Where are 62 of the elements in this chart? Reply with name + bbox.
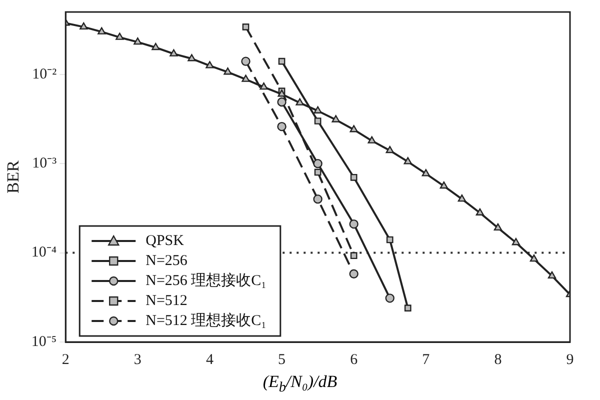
point <box>349 219 358 229</box>
legend-label: N=512 理想接收C₁ <box>146 312 266 329</box>
point <box>188 54 196 62</box>
y-tick-label: 10⁻⁴ <box>31 244 57 261</box>
point <box>404 304 412 312</box>
x-tick-label: 5 <box>278 352 286 368</box>
point <box>476 208 484 216</box>
x-tick-label: 3 <box>134 352 142 368</box>
x-tick-label: 4 <box>206 352 214 368</box>
x-axis-title: (E$_{b}$/N₀)/dB <box>262 372 338 396</box>
point <box>206 61 214 68</box>
point <box>152 42 160 50</box>
point <box>350 125 358 132</box>
point <box>224 68 232 75</box>
point <box>350 252 358 260</box>
point <box>278 90 286 97</box>
point <box>242 74 250 82</box>
legend-label: N=512 <box>146 292 188 309</box>
point <box>332 115 340 122</box>
point <box>494 223 502 231</box>
legend-label: N=256 理想接收C₁ <box>146 272 266 289</box>
point <box>458 194 466 202</box>
point <box>440 181 448 189</box>
x-tick-label: 8 <box>494 352 502 368</box>
point <box>296 98 304 106</box>
point <box>277 97 286 107</box>
y-tick-label: 10⁻⁵ <box>31 334 57 350</box>
point <box>242 24 250 30</box>
point <box>313 158 322 168</box>
point <box>314 118 322 124</box>
point <box>98 27 106 34</box>
x-tick-label: 9 <box>566 352 574 368</box>
y-tick-label: 10⁻³ <box>32 156 58 172</box>
point <box>512 238 520 246</box>
point <box>350 174 358 181</box>
point <box>368 136 376 144</box>
y-tick-label: 10⁻² <box>32 66 58 82</box>
point <box>278 58 286 65</box>
point <box>386 236 394 244</box>
point <box>80 22 88 30</box>
legend-label: N=256 <box>146 252 188 269</box>
point <box>277 122 286 132</box>
x-tick-label: 7 <box>422 352 430 368</box>
point <box>260 82 268 90</box>
y-axis-title: BER <box>4 160 23 194</box>
point <box>134 37 142 45</box>
point <box>530 254 538 262</box>
x-tick-label: 2 <box>62 352 70 368</box>
point <box>422 169 430 176</box>
point <box>386 146 394 154</box>
point <box>314 168 322 176</box>
point <box>241 56 250 66</box>
point <box>314 106 322 114</box>
point <box>349 269 358 278</box>
legend-label: QPSK <box>146 232 184 249</box>
point <box>385 294 394 303</box>
point <box>170 49 178 56</box>
point <box>548 271 556 279</box>
point <box>404 157 412 164</box>
point <box>313 194 322 204</box>
x-tick-label: 6 <box>350 352 358 368</box>
point <box>116 32 124 40</box>
